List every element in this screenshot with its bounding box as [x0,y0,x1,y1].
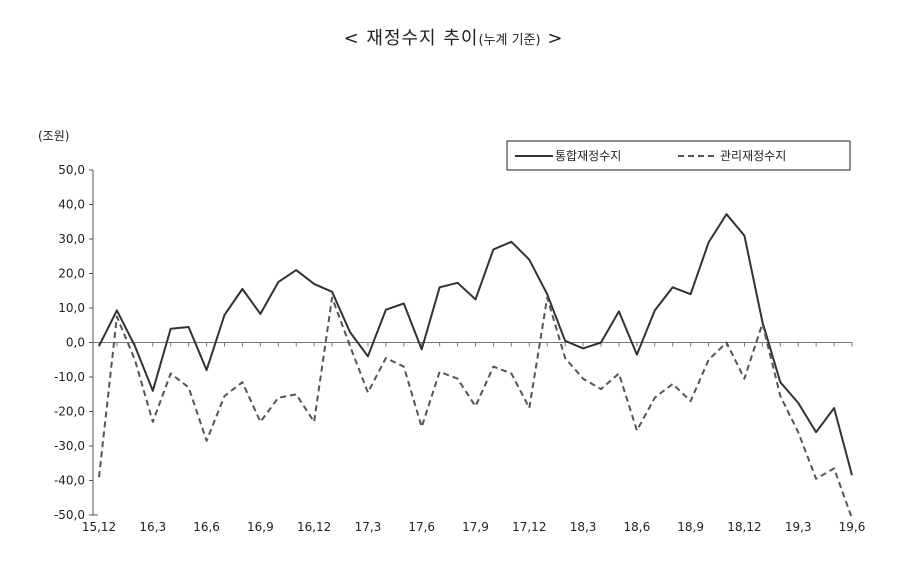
y-unit-label: (조원) [38,129,69,143]
x-tick-label: 19,3 [785,520,812,534]
y-tick-label: 0,0 [66,336,85,350]
x-tick-label: 17,3 [355,520,382,534]
y-tick-label: 30,0 [58,232,85,246]
x-tick-label: 18,12 [727,520,761,534]
axes: 50,0 40,0 30,0 20,0 10,0 0,0 -10,0 -20,0 -30,0 -4… [54,163,865,534]
y-tick-label: 50,0 [58,163,85,177]
series-layer [98,213,853,519]
chart-title-main: < 재정수지 추이 [343,28,479,49]
legend: 통합재정수지 관리재정수지 [506,140,851,171]
y-tick-label: -30,0 [54,439,85,453]
y-tick-label: -10,0 [54,370,85,384]
legend-label-2: 관리재정수지 [720,149,786,163]
x-tick-label: 18,6 [623,520,650,534]
x-tick-label: 16,3 [139,520,166,534]
x-tick-label: 16,6 [193,520,220,534]
chart-title-end: > [540,28,564,49]
x-tick-label: 17,12 [512,520,546,534]
legend-label-1: 통합재정수지 [555,149,621,163]
y-tick-label: 20,0 [58,267,85,281]
series-line-2 [98,296,853,519]
x-tick-label: 18,9 [677,520,704,534]
x-tick-label: 17,6 [408,520,435,534]
series-line-1 [98,213,853,476]
x-tick-label: 17,9 [462,520,489,534]
x-tick-label: 16,12 [297,520,331,534]
x-tick-label: 19,6 [839,520,866,534]
chart-title-sub: (누계 기준) [478,33,541,48]
y-tick-label: 10,0 [58,301,85,315]
x-tick-label: 15,12 [82,520,116,534]
y-tick-label: -40,0 [54,474,85,488]
x-tick-label: 18,3 [570,520,597,534]
chart-title: < 재정수지 추이(누계 기준) > [0,24,907,50]
y-tick-label: -50,0 [54,508,85,522]
y-tick-label: 40,0 [58,198,85,212]
y-tick-label: -20,0 [54,405,85,419]
x-tick-label: 16,9 [247,520,274,534]
